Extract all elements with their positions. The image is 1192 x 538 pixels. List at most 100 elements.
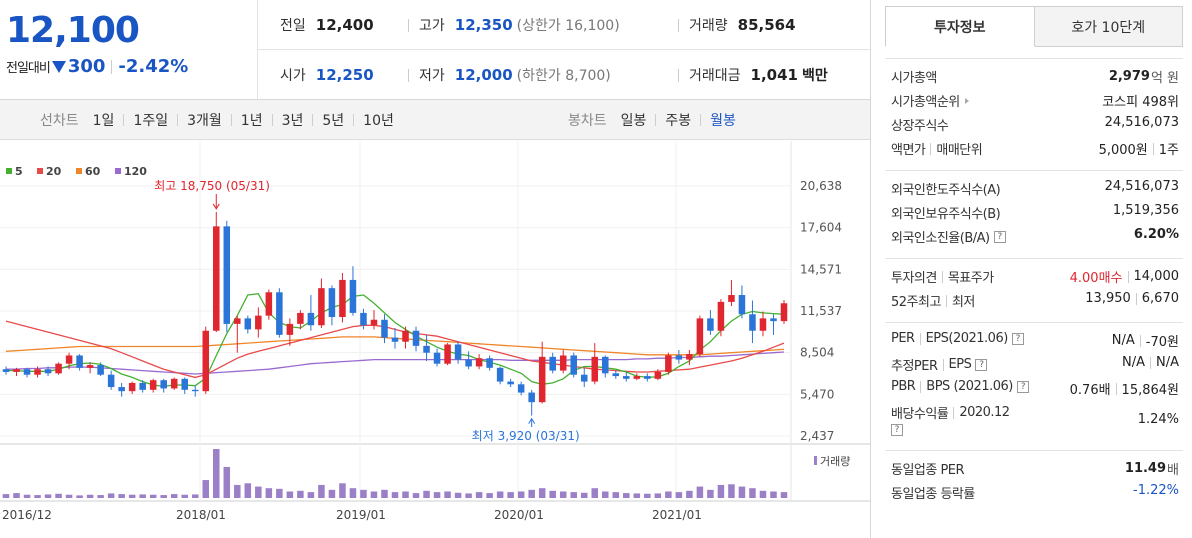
arrow-right-icon[interactable] (964, 97, 969, 104)
period-button[interactable]: 1년 (240, 113, 263, 129)
candle (402, 326, 409, 349)
summary-label: 저가 (419, 68, 445, 84)
info-label-text: 2020.12 (959, 405, 1010, 420)
divider (919, 332, 921, 345)
x-tick-label: 2016/12 (2, 508, 52, 522)
info-value: 1.24% (1138, 412, 1179, 427)
period-button[interactable]: 5년 (322, 113, 345, 129)
y-tick-label: 2,437 (800, 429, 834, 443)
summary-row-1: 전일 12,400 고가 12,350 (상한가 16,100) 거래량 85,… (258, 0, 870, 50)
summary-value: 85,564 (737, 16, 796, 34)
volume-bar (475, 492, 483, 498)
volume-bar (55, 493, 62, 498)
divider (1150, 356, 1151, 369)
down-arrow-icon (51, 60, 66, 73)
candle-period-button[interactable]: 월봉 (710, 113, 736, 129)
info-label-text: PER (891, 331, 915, 346)
help-icon[interactable]: ? (1016, 380, 1029, 393)
info-label-text: 외국인소진율(B/A) (891, 231, 990, 246)
volume-bar (213, 449, 220, 498)
volume-bar (591, 488, 599, 498)
candle (170, 377, 178, 390)
candle (486, 355, 493, 371)
info-label-text: EPS(2021.06) (925, 331, 1009, 346)
period-button[interactable]: 3개월 (187, 113, 222, 129)
info-value-text: N/A (1156, 355, 1179, 370)
info-value-text: 0.76배 (1069, 383, 1111, 398)
x-tick-label: 2020/01 (494, 508, 544, 522)
info-row: 상장주식수 24,516,073 (885, 112, 1183, 136)
info-value-text: 24,516,073 (1104, 179, 1179, 194)
candle (44, 366, 52, 377)
period-button[interactable]: 10년 (363, 113, 394, 129)
volume-bar (2, 494, 10, 498)
info-label-text: 외국인보유주식수(B) (891, 207, 1001, 222)
legend-swatch (6, 168, 12, 174)
legend-label: 120 (124, 165, 147, 178)
summary-sub: (상한가 16,100) (516, 18, 620, 34)
help-icon[interactable]: ? (891, 424, 903, 436)
volume-bar (370, 491, 378, 498)
candle (738, 285, 746, 319)
info-label: 시가총액순위 (891, 91, 969, 110)
candle-period-button[interactable]: 일봉 (620, 113, 647, 129)
candle (475, 354, 483, 370)
info-label: 투자의견 목표주가 (891, 267, 994, 286)
volume-bar (34, 495, 41, 498)
volume-bar (707, 489, 714, 498)
info-row: PER EPS(2021.06)? N/A -70원 (885, 328, 1183, 352)
volume-bar (770, 491, 777, 498)
volume-bar (570, 492, 577, 498)
legend-label: 20 (46, 165, 62, 178)
volume-bar (559, 491, 567, 498)
divider (177, 114, 179, 126)
candle (160, 378, 167, 393)
info-value: 2,979 억 원 (1109, 67, 1179, 86)
info-value: 24,516,073 (1105, 115, 1179, 130)
candle (286, 318, 294, 346)
volume-bar (454, 492, 462, 498)
ma-line-5 (6, 293, 785, 388)
candle (181, 377, 188, 394)
volume-bar (612, 492, 620, 498)
volume-bar (118, 494, 125, 498)
divider (941, 270, 943, 283)
volume-bar (433, 492, 441, 498)
info-value-text: 1주 (1158, 143, 1179, 158)
volume-bar (160, 495, 167, 498)
divider (930, 142, 932, 155)
divider (942, 358, 944, 371)
volume-bar (412, 493, 420, 498)
candle (139, 380, 146, 393)
candle-period-button[interactable]: 주봉 (665, 113, 692, 129)
period-button[interactable]: 3년 (281, 113, 304, 129)
candle (202, 326, 210, 394)
candle (328, 285, 336, 326)
info-row: 52주최고 최저 13,950 6,670 (885, 288, 1183, 312)
volume-bar (328, 489, 336, 498)
stock-chart[interactable]: 20,638 17,604 14,571 11,537 8,504 5,470 2,437 2… (0, 141, 870, 538)
info-label: 외국인소진율(B/A)? (891, 227, 1006, 246)
x-tick-label: 2019/01 (336, 508, 386, 522)
volume-bar (286, 491, 294, 498)
tab-order-book[interactable]: 호가 10단계 (1034, 6, 1183, 47)
help-icon[interactable]: ? (993, 230, 1006, 243)
help-icon[interactable]: ? (1011, 332, 1024, 345)
candle (370, 310, 378, 330)
line-chart-periods: 선차트 1일 1주일 3개월 1년 3년 5년 10년 (40, 100, 394, 140)
change-amount: 300 (67, 56, 106, 77)
divider (1139, 334, 1141, 347)
info-value-text: 1,519,356 (1112, 203, 1179, 218)
volume-bar (44, 494, 52, 498)
volume-bar (486, 493, 493, 498)
period-button[interactable]: 1일 (92, 113, 115, 129)
candle (538, 341, 546, 404)
info-label-text: PBR (891, 379, 916, 394)
period-button[interactable]: 1주일 (133, 113, 169, 129)
info-label-text: BPS (2021.06) (926, 379, 1013, 394)
legend-label: 60 (85, 165, 101, 178)
divider (678, 18, 679, 32)
help-icon[interactable]: ? (975, 358, 988, 371)
legend-swatch (37, 168, 43, 174)
tab-investment-info[interactable]: 투자정보 (885, 6, 1035, 47)
